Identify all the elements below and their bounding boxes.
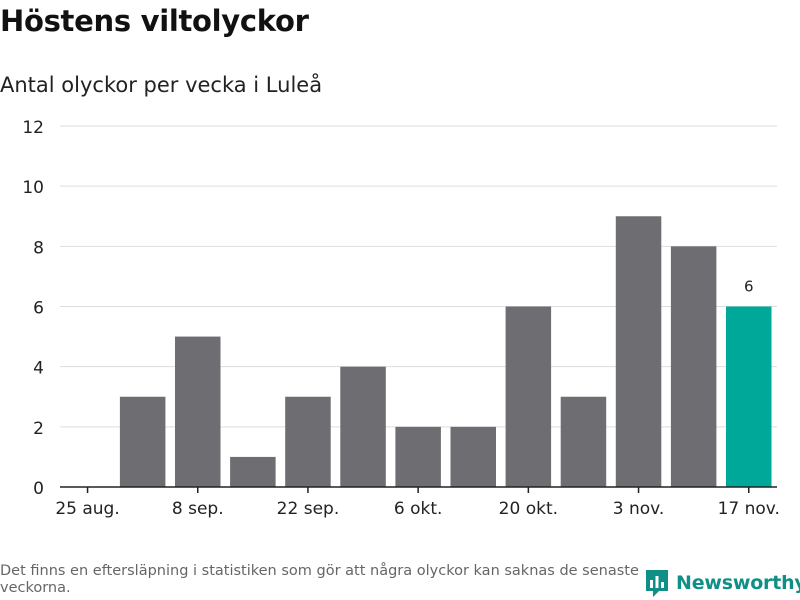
x-tick-label: 25 aug.: [55, 499, 119, 519]
bars: [119, 216, 772, 487]
bar-3-nov: [615, 216, 662, 487]
x-tick-label: 20 okt.: [499, 499, 558, 519]
y-tick-label: 8: [33, 238, 44, 258]
y-tick-label: 4: [33, 359, 44, 379]
brand-name: Newsworthy: [676, 572, 800, 594]
y-tick-label: 6: [33, 299, 44, 319]
gridlines: [60, 125, 777, 428]
bar-27-okt: [560, 396, 607, 487]
bar-chart: 0 2 4 6 8 10 12 6 25 aug. 8 sep. 22 sep. 6 okt. 20…: [22, 118, 780, 519]
y-axis-ticks: 0 2 4 6 8 10 12: [22, 118, 44, 499]
x-tick-label: 6 okt.: [394, 499, 443, 519]
footnote: Det finns en eftersläpning i statistiken…: [0, 563, 639, 596]
bar-6-okt: [395, 426, 441, 487]
x-axis: 25 aug. 8 sep. 22 sep. 6 okt. 20 okt. 3 nov. 1…: [55, 486, 780, 519]
bar-20-okt: [505, 306, 552, 487]
bar-8-sep: [175, 336, 221, 487]
bar-22-sep: [285, 396, 331, 487]
bar-17-nov: [726, 306, 772, 487]
bar-15-sep: [230, 456, 276, 487]
x-tick-label: 22 sep.: [277, 499, 340, 519]
y-tick-label: 12: [22, 118, 44, 138]
brand-logo: Newsworthy: [644, 568, 800, 598]
bar-10-nov: [670, 246, 717, 487]
y-tick-label: 2: [33, 419, 44, 439]
data-labels: 6: [744, 278, 754, 296]
bar-29-sep: [340, 366, 386, 487]
x-tick-label: 3 nov.: [613, 499, 665, 519]
chart-title: Höstens viltolyckor: [0, 4, 309, 38]
x-tick-label: 17 nov.: [718, 499, 780, 519]
bar-13-okt: [450, 426, 496, 487]
bar-1-sep: [119, 396, 166, 487]
y-tick-label: 0: [33, 479, 44, 499]
newsworthy-logo-icon: [646, 570, 668, 597]
x-tick-label: 8 sep.: [172, 499, 224, 519]
y-tick-label: 10: [22, 178, 44, 198]
data-label: 6: [744, 278, 754, 296]
chart-subtitle: Antal olyckor per vecka i Luleå: [0, 73, 323, 97]
